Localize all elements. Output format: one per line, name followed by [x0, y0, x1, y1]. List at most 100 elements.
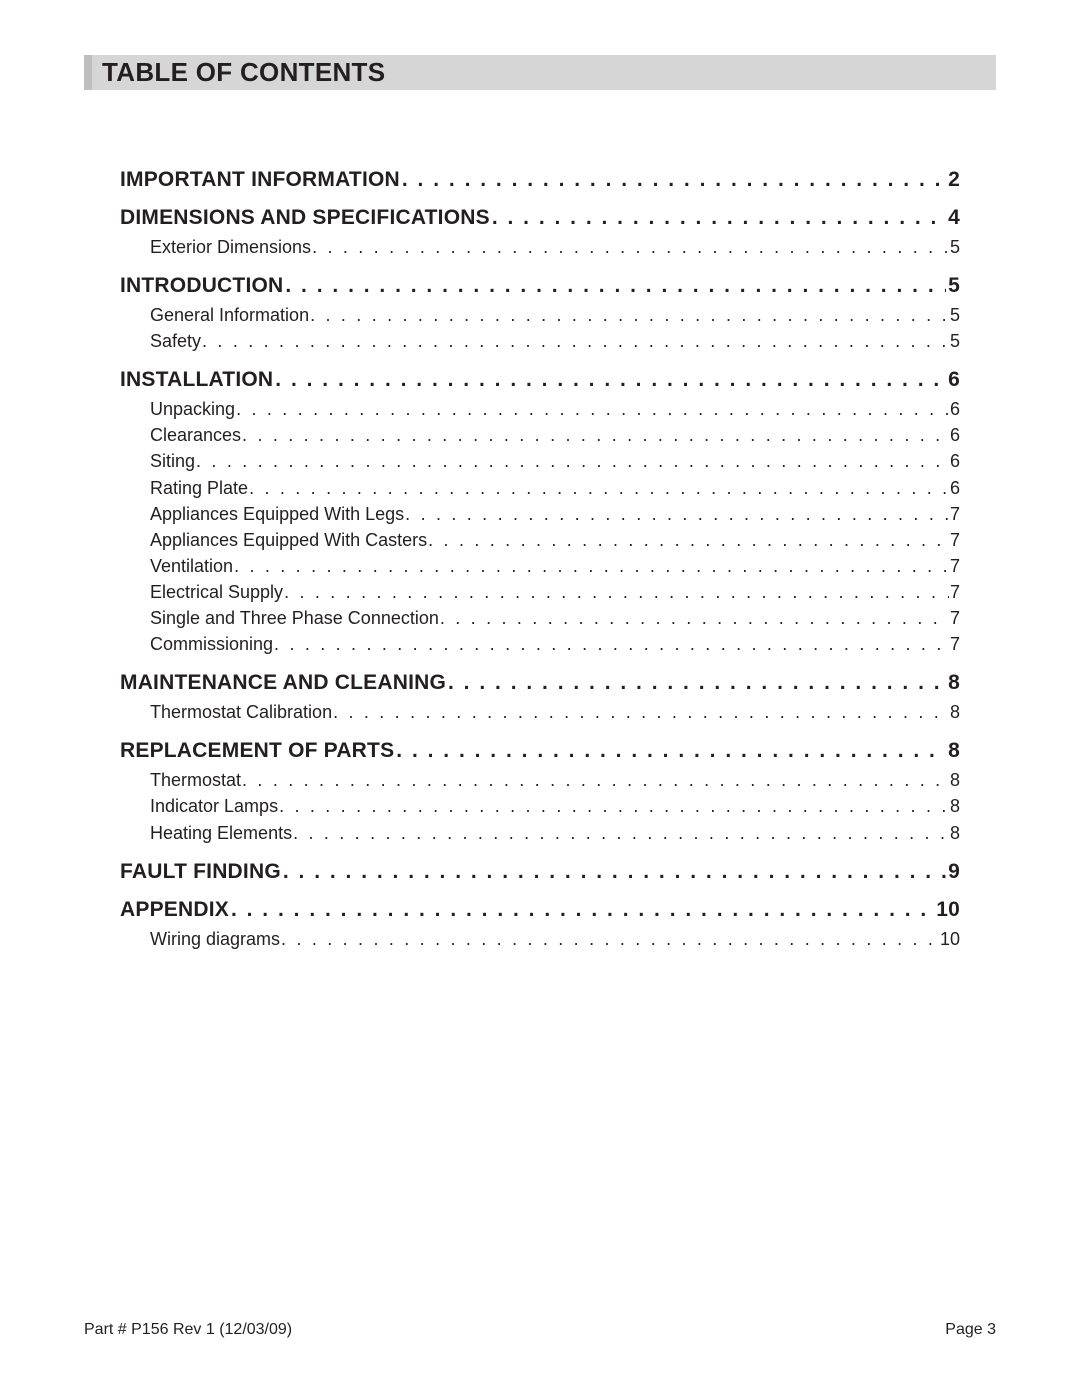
toc-minor-label: Safety: [150, 328, 201, 354]
toc-dot-leader: [283, 860, 946, 884]
toc-minor-label: Commissioning: [150, 631, 273, 657]
toc-dot-leader: [333, 699, 949, 725]
toc-major-label: INSTALLATION: [120, 368, 273, 392]
toc-minor-page: 8: [950, 699, 960, 725]
toc-dot-leader: [312, 234, 949, 260]
toc-major-page: 5: [948, 274, 960, 298]
toc-dot-leader: [284, 579, 949, 605]
toc-minor-row: Thermostat Calibration8: [120, 699, 960, 725]
toc-major-label: FAULT FINDING: [120, 860, 281, 884]
toc-major-page: 10: [936, 898, 960, 922]
toc-major-label: REPLACEMENT OF PARTS: [120, 739, 394, 763]
toc-dot-leader: [275, 368, 946, 392]
toc-minor-label: Exterior Dimensions: [150, 234, 311, 260]
toc-major-label: INTRODUCTION: [120, 274, 283, 298]
toc-major-row: APPENDIX 10: [120, 898, 960, 922]
toc-major-page: 2: [948, 168, 960, 192]
toc-dot-leader: [405, 501, 949, 527]
toc-section: FAULT FINDING 9: [120, 860, 960, 884]
toc-minor-label: Siting: [150, 448, 195, 474]
page-title: TABLE OF CONTENTS: [102, 57, 385, 88]
toc-major-page: 4: [948, 206, 960, 230]
toc-dot-leader: [242, 422, 949, 448]
toc-dot-leader: [274, 631, 949, 657]
toc-dot-leader: [249, 475, 949, 501]
toc-minor-page: 8: [950, 767, 960, 793]
table-of-contents: IMPORTANT INFORMATION 2 DIMENSIONS AND SPE…: [84, 168, 996, 952]
toc-major-label: IMPORTANT INFORMATION: [120, 168, 400, 192]
toc-major-label: MAINTENANCE AND CLEANING: [120, 671, 446, 695]
toc-dot-leader: [231, 898, 934, 922]
toc-minor-page: 8: [950, 793, 960, 819]
toc-major-row: INSTALLATION 6: [120, 368, 960, 392]
toc-minor-page: 7: [950, 579, 960, 605]
toc-section: MAINTENANCE AND CLEANING8Thermostat Cali…: [120, 671, 960, 725]
toc-section: INSTALLATION6Unpacking6Clearances6Siting…: [120, 368, 960, 657]
toc-minor-label: Ventilation: [150, 553, 233, 579]
toc-minor-label: Unpacking: [150, 396, 235, 422]
toc-dot-leader: [293, 820, 949, 846]
toc-minor-label: Heating Elements: [150, 820, 292, 846]
toc-major-page: 9: [948, 860, 960, 884]
toc-minor-row: Appliances Equipped With Casters 7: [120, 527, 960, 553]
toc-major-row: REPLACEMENT OF PARTS 8: [120, 739, 960, 763]
toc-minor-row: Ventilation 7: [120, 553, 960, 579]
document-page: TABLE OF CONTENTS IMPORTANT INFORMATION 2…: [0, 0, 1080, 1397]
toc-major-page: 8: [948, 739, 960, 763]
toc-minor-page: 7: [950, 605, 960, 631]
toc-minor-row: Indicator Lamps 8: [120, 793, 960, 819]
toc-minor-row: Clearances 6: [120, 422, 960, 448]
toc-section: APPENDIX 10 Wiring diagrams 10: [120, 898, 960, 952]
toc-minor-page: 6: [950, 475, 960, 501]
toc-dot-leader: [236, 396, 949, 422]
toc-minor-row: General Information 5: [120, 302, 960, 328]
toc-major-label: DIMENSIONS AND SPECIFICATIONS: [120, 206, 490, 230]
toc-minor-label: Wiring diagrams: [150, 926, 280, 952]
toc-minor-label: Thermostat: [150, 767, 241, 793]
toc-minor-page: 7: [950, 631, 960, 657]
toc-minor-label: General Information: [150, 302, 309, 328]
toc-minor-page: 7: [950, 553, 960, 579]
toc-dot-leader: [202, 328, 949, 354]
toc-section: DIMENSIONS AND SPECIFICATIONS 4 Exterior D…: [120, 206, 960, 260]
toc-minor-row: Wiring diagrams 10: [120, 926, 960, 952]
toc-minor-page: 7: [950, 501, 960, 527]
toc-dot-leader: [196, 448, 949, 474]
toc-section: IMPORTANT INFORMATION 2: [120, 168, 960, 192]
toc-minor-page: 5: [950, 328, 960, 354]
toc-dot-leader: [396, 739, 946, 763]
footer-page-number: Page 3: [945, 1321, 996, 1339]
toc-dot-leader: [402, 168, 946, 192]
toc-minor-page: 6: [950, 396, 960, 422]
toc-minor-row: Siting 6: [120, 448, 960, 474]
title-bar: TABLE OF CONTENTS: [84, 55, 996, 90]
toc-minor-page: 6: [950, 448, 960, 474]
toc-major-row: FAULT FINDING 9: [120, 860, 960, 884]
toc-minor-page: 8: [950, 820, 960, 846]
toc-major-page: 6: [948, 368, 960, 392]
toc-minor-row: Safety 5: [120, 328, 960, 354]
toc-dot-leader: [310, 302, 949, 328]
toc-dot-leader: [440, 605, 949, 631]
toc-major-row: IMPORTANT INFORMATION 2: [120, 168, 960, 192]
toc-minor-label: Appliances Equipped With Casters: [150, 527, 427, 553]
footer-part-number: Part # P156 Rev 1 (12/03/09): [84, 1321, 292, 1339]
toc-minor-page: 7: [950, 527, 960, 553]
toc-dot-leader: [234, 553, 949, 579]
toc-minor-row: Single and Three Phase Connection7: [120, 605, 960, 631]
toc-minor-page: 5: [950, 302, 960, 328]
toc-minor-page: 10: [940, 926, 960, 952]
toc-major-row: MAINTENANCE AND CLEANING8: [120, 671, 960, 695]
toc-dot-leader: [285, 274, 946, 298]
toc-minor-row: Heating Elements 8: [120, 820, 960, 846]
toc-dot-leader: [492, 206, 946, 230]
toc-major-label: APPENDIX: [120, 898, 229, 922]
toc-dot-leader: [448, 671, 946, 695]
toc-dot-leader: [242, 767, 949, 793]
toc-minor-page: 6: [950, 422, 960, 448]
toc-minor-label: Clearances: [150, 422, 241, 448]
toc-minor-label: Indicator Lamps: [150, 793, 278, 819]
toc-minor-page: 5: [950, 234, 960, 260]
toc-major-row: DIMENSIONS AND SPECIFICATIONS 4: [120, 206, 960, 230]
toc-dot-leader: [428, 527, 949, 553]
